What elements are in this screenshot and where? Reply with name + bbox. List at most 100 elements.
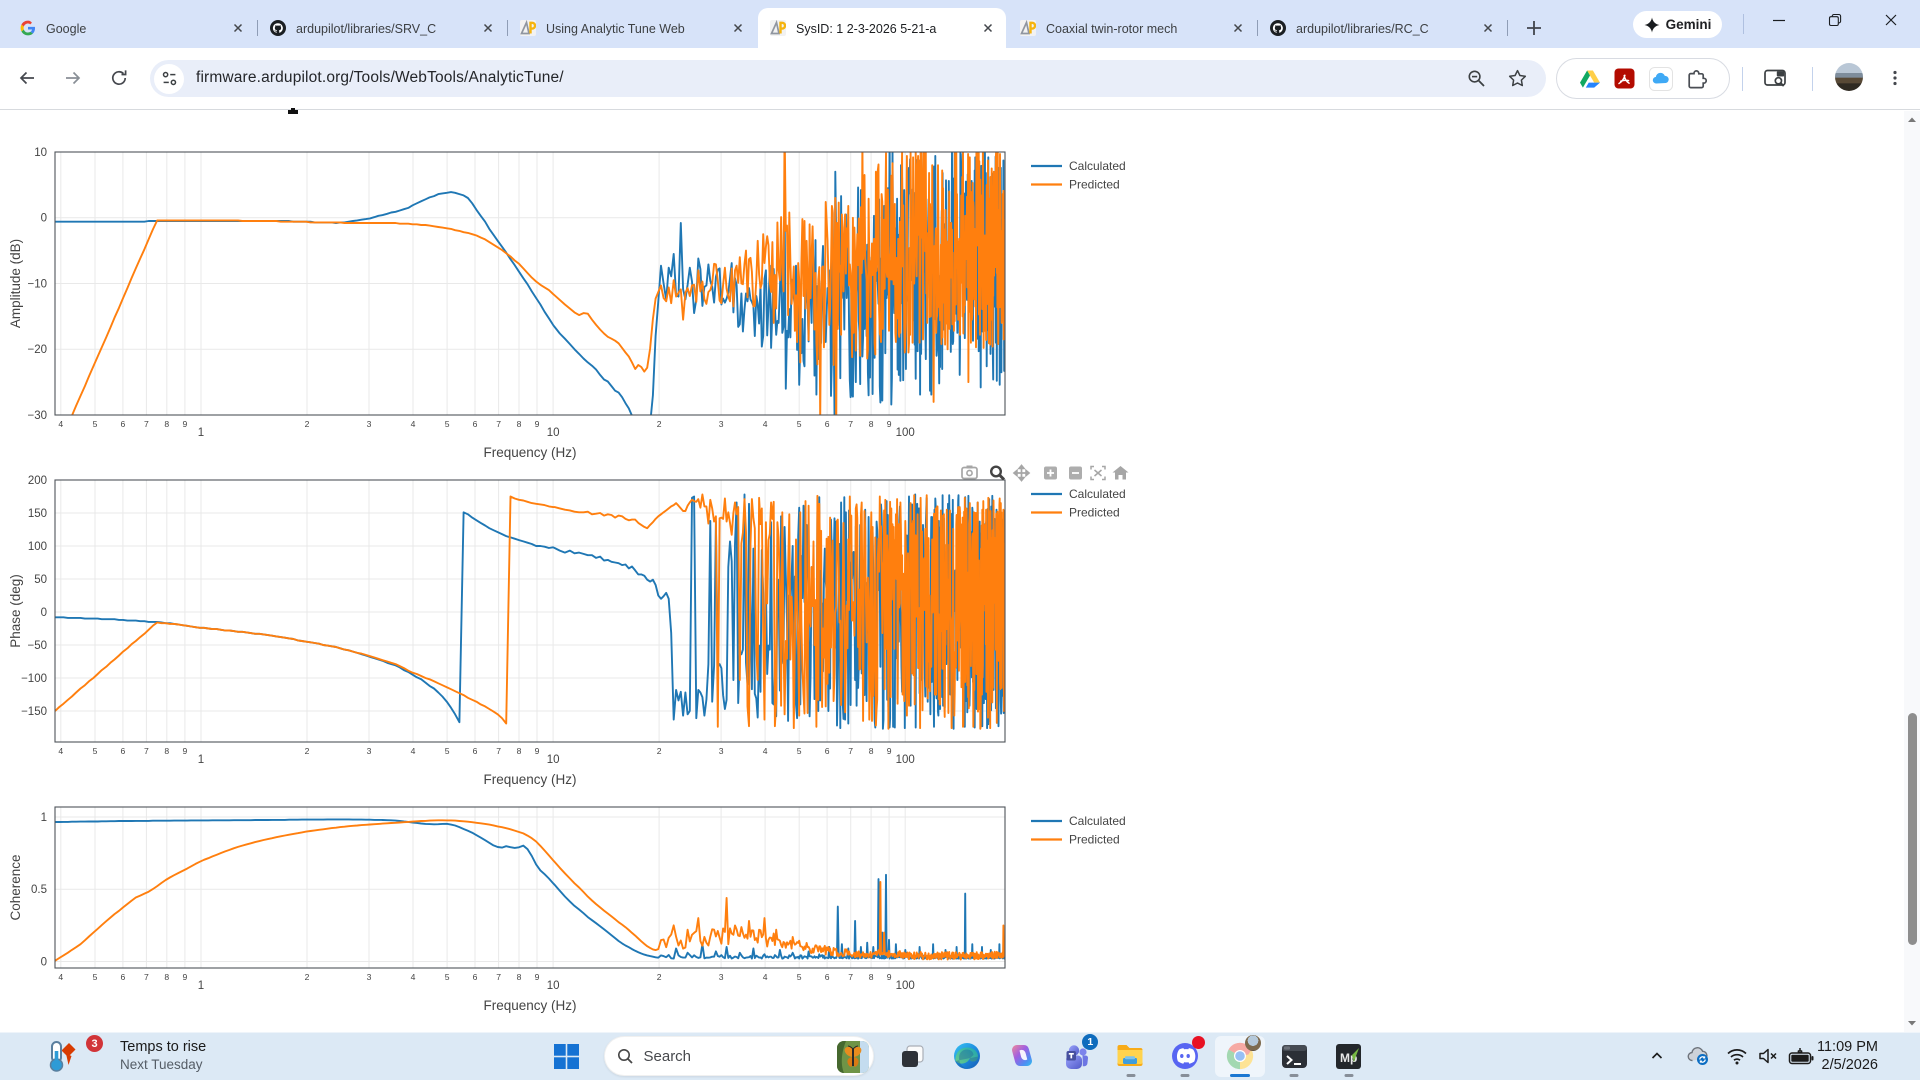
taskbar-app-mission-planner[interactable]: Mp [1329,1034,1369,1078]
x-tick-minor: 6 [121,972,126,982]
legend-item[interactable]: Predicted [1031,506,1120,520]
tray-volume-button[interactable] [1751,1036,1785,1076]
x-tick-minor: 9 [535,419,540,429]
taskbar-app-chrome[interactable] [1214,1034,1265,1078]
modebar-zoom-in-button[interactable] [1044,466,1057,480]
close-icon [733,23,743,33]
tray-wifi-button[interactable] [1720,1036,1754,1076]
browser-menu-button[interactable] [1878,61,1912,95]
window-close-button[interactable] [1868,0,1914,40]
separator [1743,14,1744,34]
modebar-camera-button[interactable] [961,465,978,480]
reload-button[interactable] [102,61,136,95]
tab-close-button[interactable] [1230,20,1246,36]
taskbar-app-copilot[interactable] [1002,1034,1042,1078]
x-tick-minor: 8 [517,419,522,429]
adobe-acrobat-extension-icon[interactable] [1614,68,1635,89]
x-tick-minor: 2 [305,419,310,429]
taskbar-app-terminal[interactable] [1274,1034,1314,1078]
legend-item[interactable]: Predicted [1031,833,1120,847]
tab-close-button[interactable] [480,20,496,36]
extensions-puzzle-icon[interactable] [1686,68,1708,89]
page-scrollbar[interactable] [1904,111,1920,1032]
x-tick-minor: 6 [473,972,478,982]
new-tab-button[interactable] [1520,14,1548,42]
y-tick-label: 0 [41,956,47,968]
modebar-autoscale-button[interactable] [1090,465,1106,481]
modebar-pan-button[interactable] [1012,464,1031,482]
taskbar-search[interactable]: Search [603,1036,874,1076]
task-view-icon [902,1044,924,1067]
bookmark-button[interactable] [1507,68,1528,94]
tray-battery-button[interactable] [1784,1036,1818,1076]
profile-avatar[interactable] [1835,63,1863,91]
url-text[interactable]: firmware.ardupilot.org/Tools/WebTools/An… [196,69,564,86]
x-tick-minor: 9 [183,746,188,756]
tab-close-button[interactable] [230,20,246,36]
side-panel-button[interactable] [1758,61,1792,95]
forward-button[interactable] [56,61,90,95]
tray-chevron-button[interactable] [1640,1036,1674,1076]
taskbar-app-edge[interactable] [947,1034,987,1078]
tab-close-button[interactable] [980,20,996,36]
tab-title: Coaxial twin-rotor mech [1046,22,1178,36]
weather-widget[interactable]: 3 Temps to rise Next Tuesday [10,1034,300,1078]
modebar-zoom-button[interactable] [990,465,1006,481]
weather-line1: Temps to rise [120,1039,207,1055]
zoom-button[interactable] [1466,68,1487,94]
tab-close-button[interactable] [730,20,746,36]
volume-muted-icon [1759,1048,1777,1064]
file-explorer-icon [1117,1045,1143,1066]
plot-frame [54,151,1006,416]
taskbar-app-discord[interactable] [1165,1034,1206,1078]
window-minimize-button[interactable] [1756,0,1802,40]
charts-canvas: 100−10−20−304 5 6 7 8 9 2 3 4 5 6 7 8 9 2 3 4 5 6 7 8 91 10 100… [8,147,1129,1013]
weather-text: Temps to rise Next Tuesday [120,1038,206,1073]
tab-favicon [270,20,286,36]
address-bar[interactable]: firmware.ardupilot.org/Tools/WebTools/An… [150,60,1546,97]
clock-time: 11:09 PM [1817,1039,1878,1055]
y-tick-label: 0 [41,213,47,225]
y-axis-title: Amplitude (dB) [8,239,23,328]
google-drive-extension-icon[interactable] [1579,68,1601,90]
modebar-zoom-out-button[interactable] [1069,466,1082,480]
tray-onedrive-button[interactable] [1681,1036,1715,1076]
gemini-button[interactable]: Gemini [1633,11,1722,38]
legend-item[interactable]: Predicted [1031,178,1120,192]
taskbar-app-file-explorer[interactable] [1111,1034,1151,1078]
tab[interactable]: Using Analytic Tune Web [508,8,756,48]
taskbar-app-task-view[interactable] [893,1034,933,1078]
close-icon [1233,23,1243,33]
tab-close-button[interactable] [1480,20,1496,36]
window-maximize-button[interactable] [1812,0,1858,40]
system-tray: 11:09 PM 2/5/2026 [1620,1032,1920,1080]
tab-favicon [520,19,537,36]
legend-item[interactable]: Calculated [1031,159,1126,173]
tab[interactable]: Google [8,8,256,48]
legend-item[interactable]: Calculated [1031,814,1126,828]
legend-item[interactable]: Calculated [1031,487,1126,501]
tab[interactable]: ardupilot/libraries/RC_C [1258,8,1506,48]
icloud-extension-icon[interactable] [1648,66,1673,91]
taskbar-app-start[interactable] [546,1034,586,1078]
site-settings-button[interactable] [154,63,184,94]
tab[interactable]: Coaxial twin-rotor mech [1008,8,1256,48]
series-predicted [71,152,1005,415]
x-tick-minor: 9 [183,419,188,429]
close-icon [233,23,243,33]
scrollbar-down-arrow[interactable] [1905,1016,1919,1030]
browser-toolbar: firmware.ardupilot.org/Tools/WebTools/An… [0,48,1920,110]
scrollbar-thumb[interactable] [1907,713,1917,945]
scrollbar-up-arrow[interactable] [1905,113,1919,127]
active-tab[interactable]: SysID: 1 2-3-2026 5-21-a [758,8,1006,48]
x-tick-minor: 6 [825,419,830,429]
legend-label: Calculated [1069,487,1126,501]
gridlines [55,807,1005,968]
back-button[interactable] [10,61,44,95]
modebar-reset-button[interactable] [1112,466,1129,480]
taskbar-clock[interactable]: 11:09 PM 2/5/2026 [1817,1038,1878,1074]
weather-line2: Next Tuesday [120,1057,203,1072]
taskbar-app-teams[interactable]: 1 [1056,1034,1099,1078]
tab[interactable]: ardupilot/libraries/SRV_C [258,8,506,48]
